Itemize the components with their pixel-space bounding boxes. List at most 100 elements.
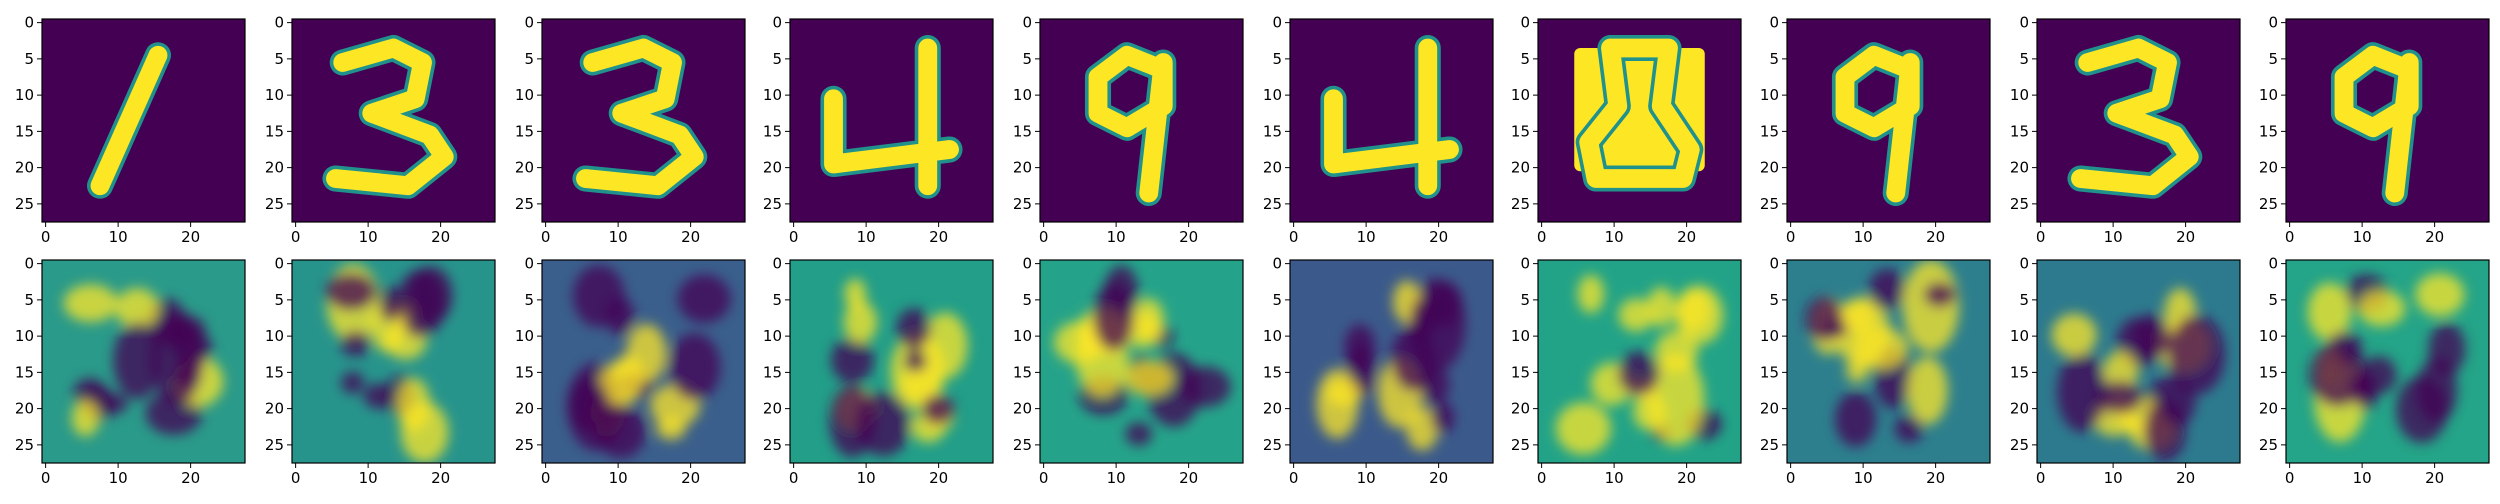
- y-tick-label: 25: [1511, 436, 1530, 454]
- y-tick-label: 0: [524, 255, 534, 273]
- x-tick-label: 10: [857, 469, 876, 487]
- panel-image: [2286, 19, 2489, 222]
- x-tick-label: 20: [2176, 469, 2195, 487]
- reconstruction-blob: [1834, 391, 1877, 447]
- panel-image: [2286, 260, 2489, 463]
- reconstruction-blob: [115, 288, 159, 329]
- y-tick-label: 20: [1013, 400, 1032, 418]
- y-tick-label: 20: [15, 159, 34, 177]
- y-tick-label: 0: [274, 255, 284, 273]
- y-tick-label: 15: [1263, 122, 1282, 140]
- y-tick-label: 10: [265, 86, 284, 104]
- digit-stroke: [1835, 45, 1920, 203]
- x-tick-label: 0: [789, 469, 799, 487]
- y-tick-label: 5: [24, 291, 34, 309]
- digit-stroke: [576, 38, 704, 196]
- axes-frame: [291, 259, 496, 464]
- x-tick-label: 20: [2425, 469, 2444, 487]
- y-tick-label: 5: [1022, 291, 1032, 309]
- y-tick-label: 0: [772, 255, 782, 273]
- panel-r1-c6: 0 5 10 15 20 25 0 10 20: [1511, 255, 1742, 487]
- reconstruction-blob: [626, 323, 667, 383]
- digit-stroke: [90, 45, 168, 196]
- y-tick-label: 10: [1013, 327, 1032, 345]
- y-tick-label: 10: [15, 327, 34, 345]
- y-tick-label: 15: [763, 122, 782, 140]
- x-tick-label: 10: [609, 228, 628, 246]
- reconstruction-blob: [1555, 402, 1611, 455]
- reconstruction-blobs: [63, 284, 224, 437]
- y-tick-label: 20: [1263, 159, 1282, 177]
- panel-image: [790, 260, 993, 463]
- y-tick-label: 25: [1760, 436, 1779, 454]
- x-tick-label: 10: [1605, 469, 1624, 487]
- y-tick-label: 25: [1263, 195, 1282, 213]
- panel-r0-c1: 0 5 10 15 20 25 0 10 20: [265, 14, 496, 246]
- y-tick-label: 5: [2019, 291, 2029, 309]
- reconstruction-blob: [2357, 290, 2406, 327]
- y-tick-label: 15: [2010, 122, 2029, 140]
- reconstruction-blob: [1577, 274, 1605, 314]
- axes-frame: [541, 259, 746, 464]
- y-tick-label: 25: [1013, 436, 1032, 454]
- reconstruction-blob: [2096, 380, 2143, 415]
- x-tick-label: 20: [181, 469, 200, 487]
- y-tick-label: 25: [1263, 436, 1282, 454]
- y-tick-label: 0: [24, 255, 34, 273]
- panel-image: [1538, 19, 1741, 222]
- y-tick-label: 0: [1022, 14, 1032, 32]
- y-tick-label: 5: [1520, 50, 1530, 68]
- y-tick-label: 10: [1760, 327, 1779, 345]
- reconstruction-blob: [1430, 401, 1455, 434]
- y-tick-label: 5: [1272, 291, 1282, 309]
- x-tick-label: 20: [1179, 228, 1198, 246]
- reconstruction-blob: [599, 362, 642, 406]
- y-tick-label: 15: [265, 122, 284, 140]
- y-tick-label: 15: [265, 363, 284, 381]
- y-tick-label: 25: [763, 436, 782, 454]
- panel-r0-c3: 0 5 10 15 20 25 0 10 20: [763, 14, 994, 246]
- panel-r0-c2: 0 5 10 15 20 25 0 10 20: [515, 14, 746, 246]
- reconstruction-blob: [855, 391, 911, 457]
- x-tick-label: 20: [431, 469, 450, 487]
- panel-image: [2037, 19, 2240, 222]
- panel-r1-c1: 0 5 10 15 20 25 0 10 20: [265, 255, 496, 487]
- reconstruction-blob: [1344, 324, 1376, 370]
- y-tick-label: 5: [2268, 50, 2278, 68]
- x-tick-label: 20: [181, 228, 200, 246]
- x-tick-label: 10: [2353, 228, 2372, 246]
- y-tick-label: 0: [1022, 255, 1032, 273]
- x-tick-label: 10: [2104, 228, 2123, 246]
- x-tick-label: 0: [291, 228, 301, 246]
- x-tick-label: 10: [609, 469, 628, 487]
- y-tick-label: 20: [265, 159, 284, 177]
- x-tick-label: 10: [109, 228, 128, 246]
- reconstruction-blob: [896, 308, 932, 350]
- reconstruction-blob: [71, 399, 100, 437]
- reconstruction-blob: [1180, 366, 1231, 408]
- digit-stroke: [2334, 45, 2419, 203]
- y-tick-label: 15: [15, 363, 34, 381]
- reconstruction-blob: [1124, 360, 1174, 396]
- x-tick-label: 0: [1786, 469, 1796, 487]
- panel-r1-c5: 0 5 10 15 20 25 0 10 20: [1263, 255, 1494, 487]
- y-tick-label: 0: [524, 14, 534, 32]
- panel-image: [292, 19, 495, 222]
- reconstruction-blob: [1132, 298, 1164, 340]
- y-tick-label: 10: [763, 86, 782, 104]
- axes-frame: [789, 18, 994, 223]
- panel-image: [542, 19, 745, 222]
- axes-frame: [789, 259, 994, 464]
- reconstruction-blob: [63, 284, 118, 323]
- y-tick-label: 15: [1263, 363, 1282, 381]
- digit-stroke: [1579, 38, 1700, 188]
- y-tick-label: 15: [1760, 122, 1779, 140]
- y-tick-label: 10: [515, 327, 534, 345]
- reconstruction-blob: [900, 367, 942, 404]
- x-tick-label: 0: [41, 469, 51, 487]
- y-tick-label: 20: [2010, 159, 2029, 177]
- reconstruction-blob: [2415, 273, 2465, 317]
- y-tick-label: 20: [515, 159, 534, 177]
- x-tick-label: 20: [929, 469, 948, 487]
